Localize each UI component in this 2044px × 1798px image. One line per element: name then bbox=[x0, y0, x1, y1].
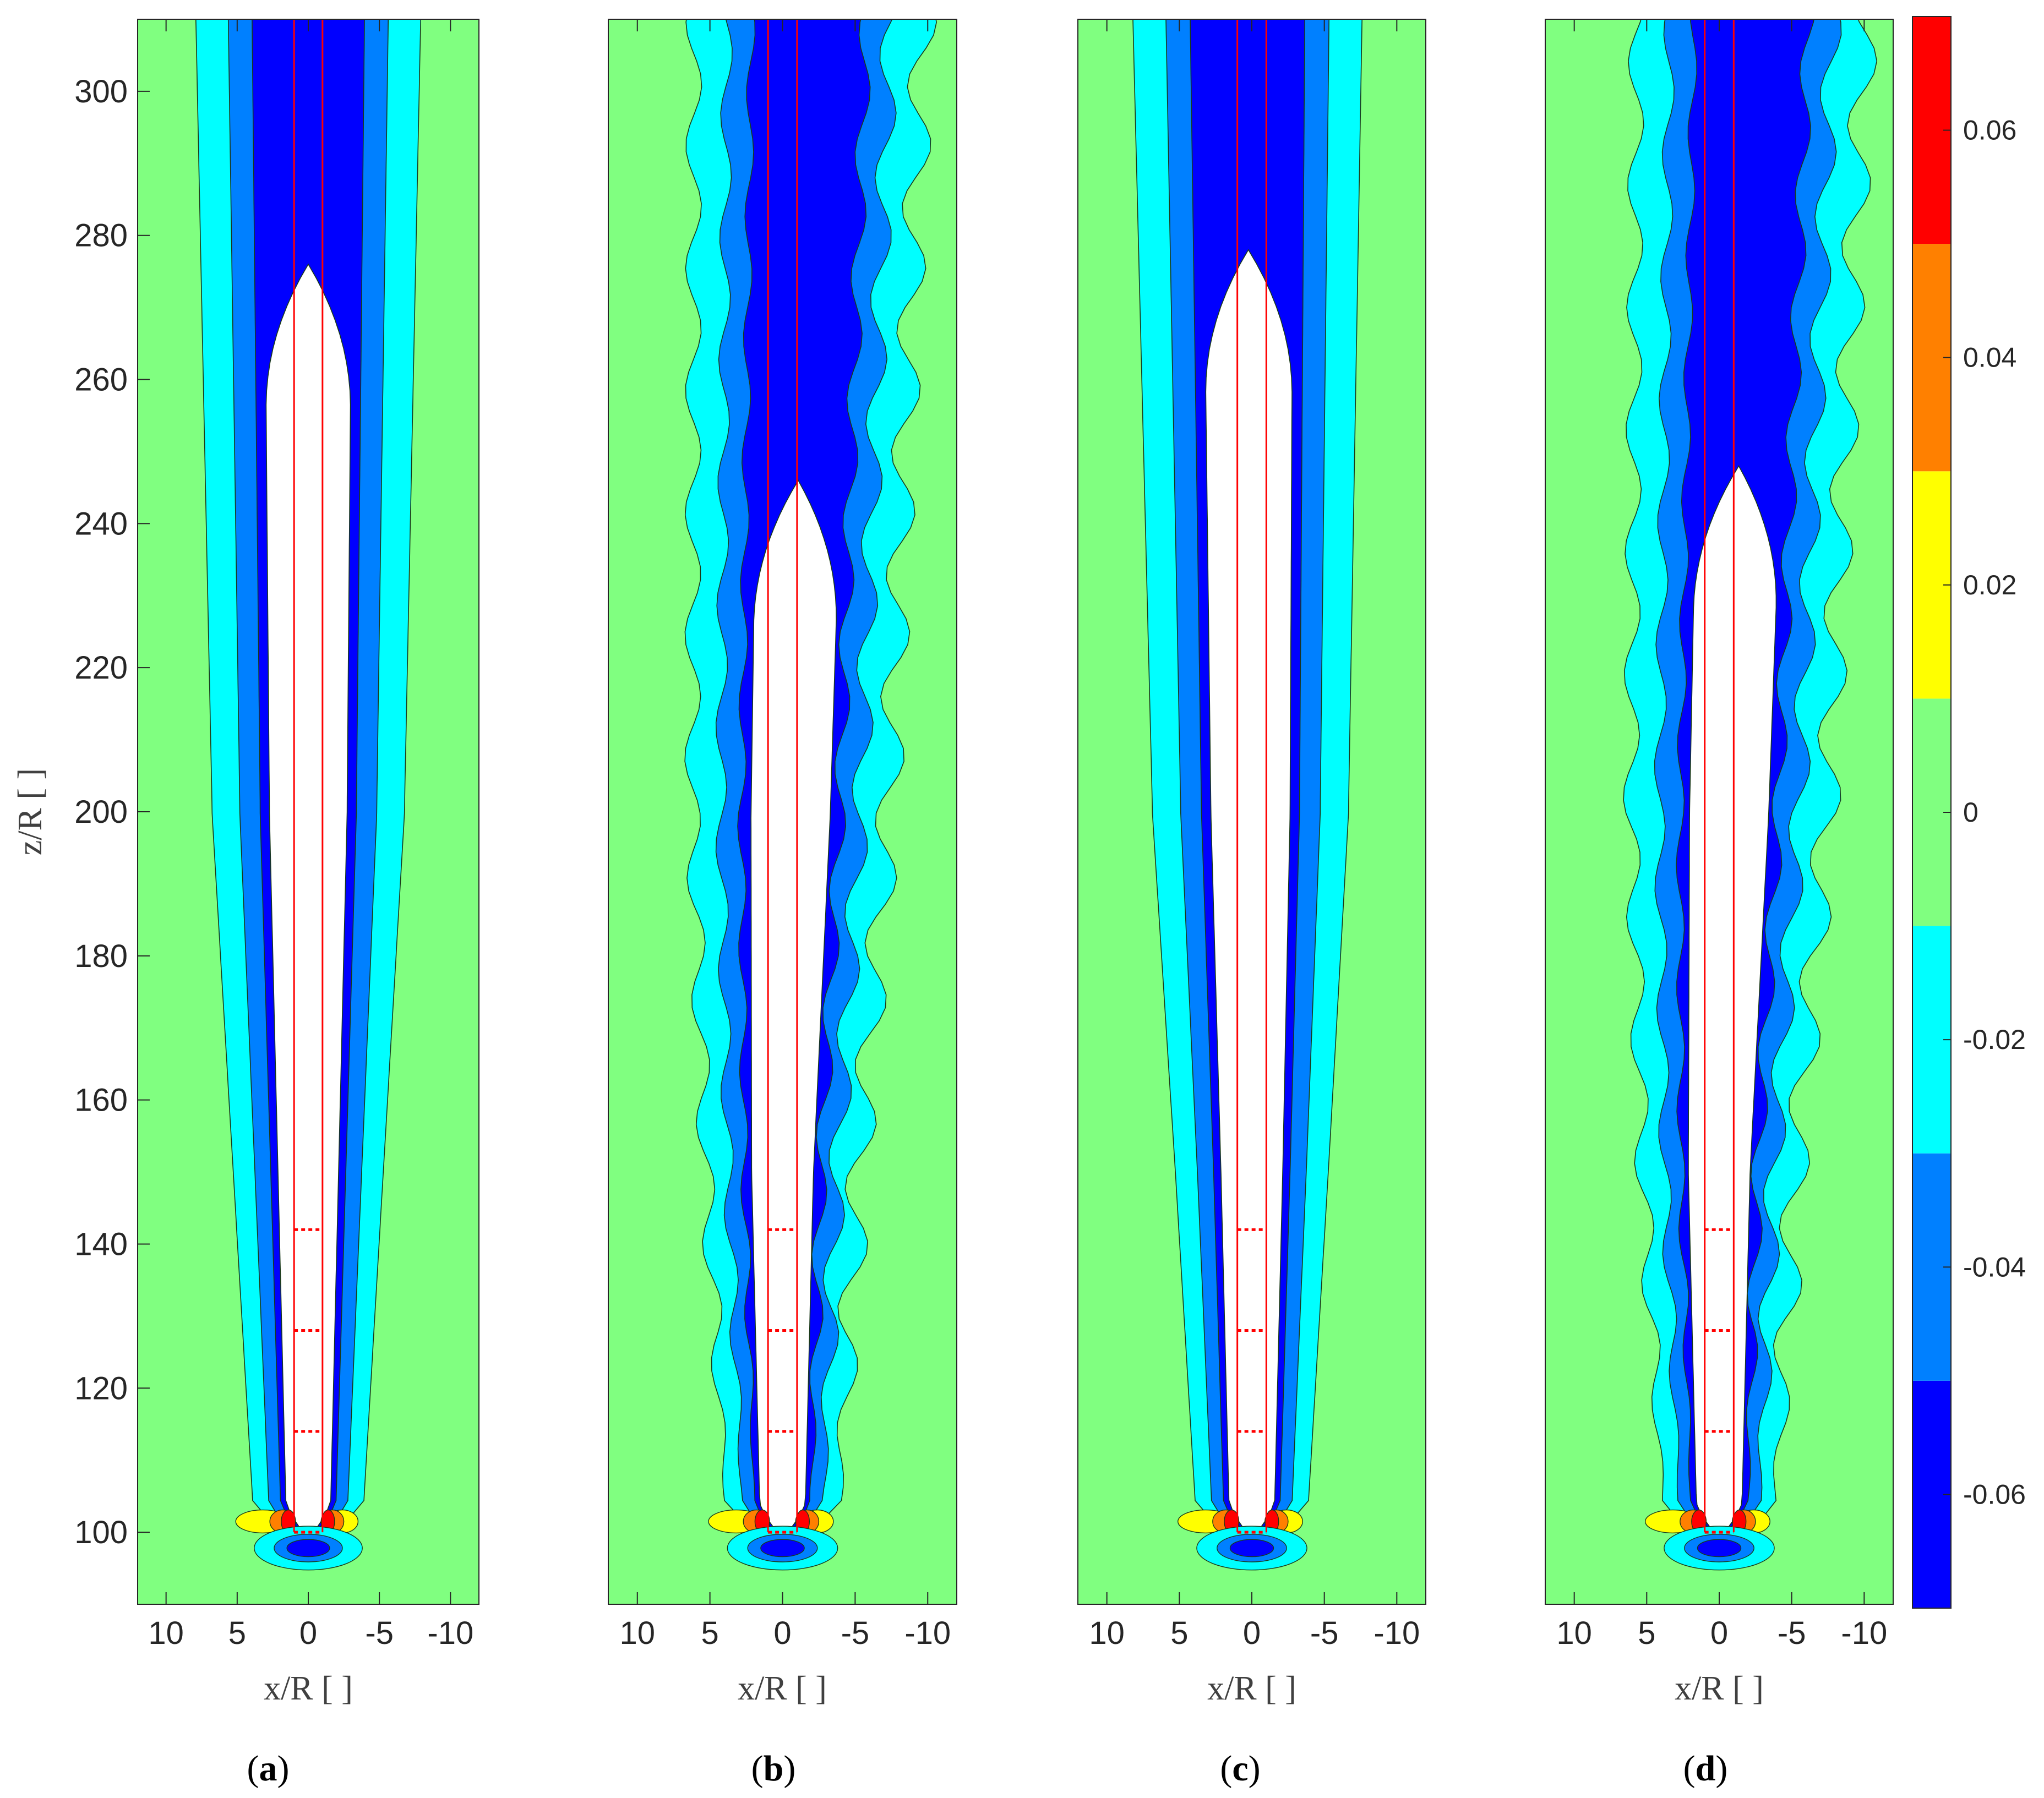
panel-a-tag: (a) bbox=[247, 1748, 290, 1789]
panel-c-reference-lines bbox=[1236, 19, 1267, 1534]
x-tick-label: 0 bbox=[1243, 1615, 1261, 1651]
panel-b-contours bbox=[684, 19, 937, 1571]
contour-core-white bbox=[750, 479, 837, 1529]
colorbar-tick-label: 0.04 bbox=[1963, 342, 2016, 373]
panel-b-x-ticks: 10 5 0 -5 -10 bbox=[619, 19, 951, 1651]
panel-c-xlabel: x/R [ ] bbox=[1207, 1670, 1296, 1707]
below-rotor-dark-blue bbox=[1697, 1539, 1742, 1557]
x-tick-label: -5 bbox=[1310, 1615, 1339, 1651]
panel-a-x-ticks: 10 5 0 -5 -10 bbox=[148, 19, 473, 1651]
y-tick-label: 100 bbox=[74, 1515, 128, 1550]
panel-b-reference-lines bbox=[767, 19, 798, 1534]
contour-core-white bbox=[1205, 249, 1293, 1529]
panel-d-reference-lines bbox=[1704, 19, 1735, 1534]
colorbar-tick-label: -0.04 bbox=[1963, 1252, 2026, 1282]
y-tick-label: 120 bbox=[74, 1370, 128, 1406]
panel-a-reference-lines bbox=[293, 19, 324, 1534]
contour-core-white bbox=[1688, 464, 1777, 1529]
y-tick-label: 220 bbox=[74, 650, 128, 686]
x-tick-label: 10 bbox=[148, 1615, 184, 1651]
panel-d-x-ticks: 10 5 0 -5 -10 bbox=[1556, 19, 1887, 1651]
y-tick-label: 140 bbox=[74, 1226, 128, 1262]
x-tick-label: 5 bbox=[1638, 1615, 1655, 1651]
x-tick-label: -10 bbox=[1841, 1615, 1887, 1651]
panel-b: 10 5 0 -5 -10 x/R [ ] (b) bbox=[608, 19, 957, 1789]
y-tick-label: 260 bbox=[74, 362, 128, 398]
panel-c: 10 5 0 -5 -10 x/R [ ] (c) bbox=[1077, 19, 1426, 1789]
x-tick-label: 5 bbox=[701, 1615, 718, 1651]
x-tick-label: -5 bbox=[841, 1615, 870, 1651]
x-tick-label: -5 bbox=[365, 1615, 394, 1651]
y-tick-label: 200 bbox=[74, 794, 128, 830]
x-tick-label: -10 bbox=[1373, 1615, 1420, 1651]
contour-core-white bbox=[265, 263, 351, 1529]
x-tick-label: 0 bbox=[773, 1615, 791, 1651]
panel-a-xlabel: x/R [ ] bbox=[264, 1670, 353, 1707]
panel-d-xlabel: x/R [ ] bbox=[1675, 1670, 1764, 1707]
panel-c-tag: (c) bbox=[1220, 1748, 1260, 1789]
panel-b-plot-area bbox=[608, 19, 957, 1604]
below-rotor-dark-blue bbox=[760, 1539, 805, 1557]
panel-c-x-ticks: 10 5 0 -5 -10 bbox=[1089, 19, 1420, 1651]
y-tick-label: 280 bbox=[74, 218, 128, 254]
x-tick-label: -10 bbox=[427, 1615, 473, 1651]
y-tick-label: 240 bbox=[74, 506, 128, 542]
colorbar-tick-label: 0.06 bbox=[1963, 115, 2016, 146]
x-tick-label: 10 bbox=[1556, 1615, 1592, 1651]
colorbar: -0.06 -0.04 -0.02 0 0.02 0.04 0.06 bbox=[1912, 16, 2026, 1609]
panel-d-contours bbox=[1623, 19, 1878, 1571]
panel-a: 100 120 140 160 180 200 220 240 260 280 300 10 5 0 -5… bbox=[12, 19, 479, 1789]
panel-c-contours bbox=[1132, 19, 1363, 1571]
x-tick-label: 0 bbox=[299, 1615, 317, 1651]
colorbar-tick-label: -0.02 bbox=[1963, 1024, 2026, 1055]
panel-c-plot-area bbox=[1078, 19, 1426, 1604]
panel-a-plot-area bbox=[138, 19, 479, 1604]
panel-b-xlabel: x/R [ ] bbox=[738, 1670, 827, 1707]
y-tick-label: 180 bbox=[74, 938, 128, 974]
panel-d: 10 5 0 -5 -10 x/R [ ] (d) bbox=[1545, 19, 1894, 1789]
panel-d-tag: (d) bbox=[1683, 1748, 1728, 1789]
x-tick-label: 10 bbox=[1089, 1615, 1125, 1651]
x-tick-label: -10 bbox=[904, 1615, 951, 1651]
colorbar-tick-label: -0.06 bbox=[1963, 1479, 2026, 1510]
panel-a-y-ticks: 100 120 140 160 180 200 220 240 260 280 300 bbox=[74, 74, 150, 1550]
below-rotor-dark-blue bbox=[1229, 1539, 1274, 1557]
panel-d-plot-area bbox=[1545, 19, 1893, 1604]
y-tick-label: 160 bbox=[74, 1083, 128, 1118]
panel-a-ylabel: z/R [ ] bbox=[12, 768, 49, 855]
x-tick-label: 0 bbox=[1710, 1615, 1728, 1651]
y-tick-label: 300 bbox=[74, 74, 128, 110]
colorbar-tick-label: 0.02 bbox=[1963, 570, 2016, 600]
x-tick-label: 5 bbox=[1170, 1615, 1188, 1651]
below-rotor-dark-blue bbox=[286, 1539, 330, 1557]
x-tick-label: 10 bbox=[619, 1615, 655, 1651]
x-tick-label: 5 bbox=[228, 1615, 246, 1651]
panel-a-contours bbox=[195, 19, 422, 1571]
colorbar-tick-label: 0 bbox=[1963, 797, 1978, 828]
colorbar-ticks: -0.06 -0.04 -0.02 0 0.02 0.04 0.06 bbox=[1943, 115, 2026, 1510]
x-tick-label: -5 bbox=[1778, 1615, 1806, 1651]
panel-b-tag: (b) bbox=[751, 1748, 796, 1789]
